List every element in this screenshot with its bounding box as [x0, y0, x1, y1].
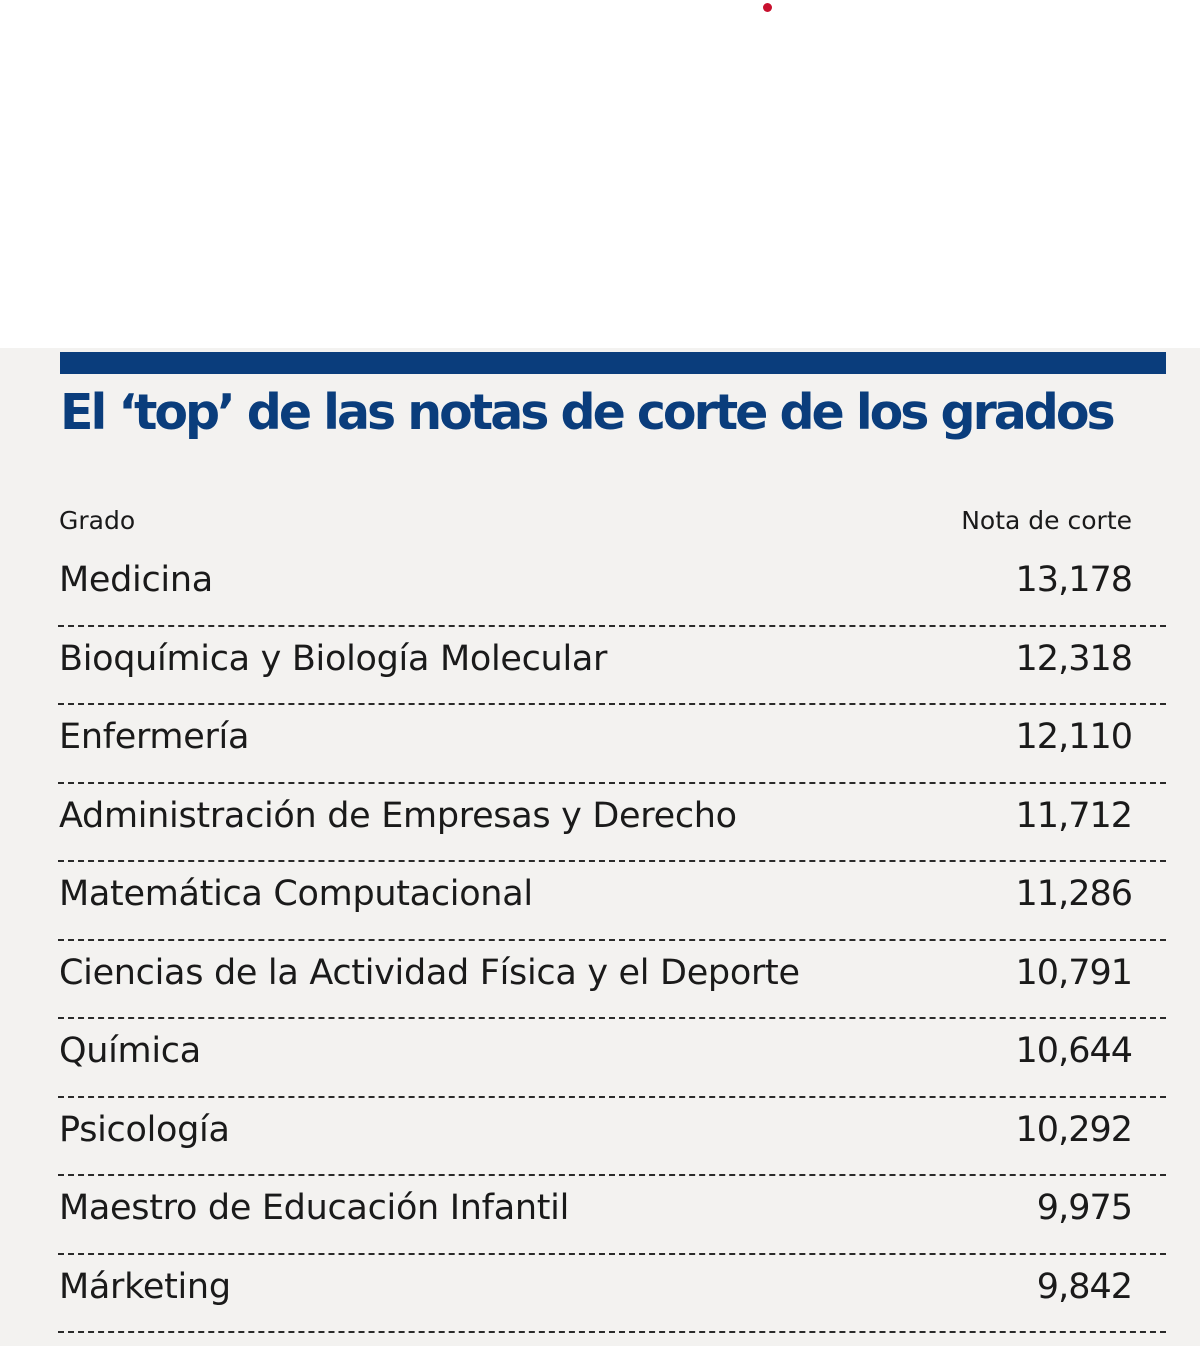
row-grado: Bioquímica y Biología Molecular: [59, 638, 608, 679]
row-grado: Química: [59, 1031, 201, 1071]
row-grado: Maestro de Educación Infantil: [59, 1188, 569, 1228]
table-row: Ciencias de la Actividad Física y el Dep…: [58, 941, 1166, 1019]
infographic-panel: [0, 348, 1200, 1346]
red-dot-icon: [763, 3, 772, 12]
row-nota: 10,292: [1015, 1109, 1133, 1150]
row-nota: 10,791: [1015, 952, 1133, 993]
table-rows: Medicina 13,178 Bioquímica y Biología Mo…: [58, 548, 1166, 1333]
table-row: Química 10,644: [58, 1019, 1166, 1098]
table-row: Medicina 13,178: [58, 548, 1166, 627]
table-title: El ‘top’ de las notas de corte de los gr…: [60, 384, 1116, 441]
row-nota: 13,178: [1015, 560, 1133, 600]
row-grado: Psicología: [59, 1109, 230, 1150]
table-row: Bioquímica y Biología Molecular 12,318: [58, 627, 1166, 705]
row-nota: 11,286: [1015, 874, 1133, 914]
row-nota: 12,318: [1015, 638, 1133, 679]
column-header-nota: Nota de corte: [961, 506, 1132, 535]
row-nota: 9,842: [1036, 1266, 1133, 1307]
row-grado: Administración de Empresas y Derecho: [59, 795, 737, 836]
table-row: Matemática Computacional 11,286: [58, 862, 1166, 941]
row-nota: 11,712: [1015, 795, 1133, 836]
row-nota: 12,110: [1015, 717, 1133, 757]
row-grado: Medicina: [59, 560, 213, 600]
row-nota: 9,975: [1036, 1188, 1133, 1228]
row-nota: 10,644: [1015, 1031, 1133, 1071]
table-row: Maestro de Educación Infantil 9,975: [58, 1176, 1166, 1255]
row-grado: Matemática Computacional: [59, 874, 533, 914]
table-row: Enfermería 12,110: [58, 705, 1166, 784]
table-row: Administración de Empresas y Derecho 11,…: [58, 784, 1166, 862]
row-grado: Enfermería: [59, 717, 250, 757]
row-grado: Ciencias de la Actividad Física y el Dep…: [59, 952, 800, 993]
accent-bar: [60, 352, 1166, 374]
column-header-grado: Grado: [59, 506, 136, 535]
row-grado: Márketing: [59, 1266, 231, 1307]
table-row: Márketing 9,842: [58, 1255, 1166, 1333]
table-row: Psicología 10,292: [58, 1098, 1166, 1176]
